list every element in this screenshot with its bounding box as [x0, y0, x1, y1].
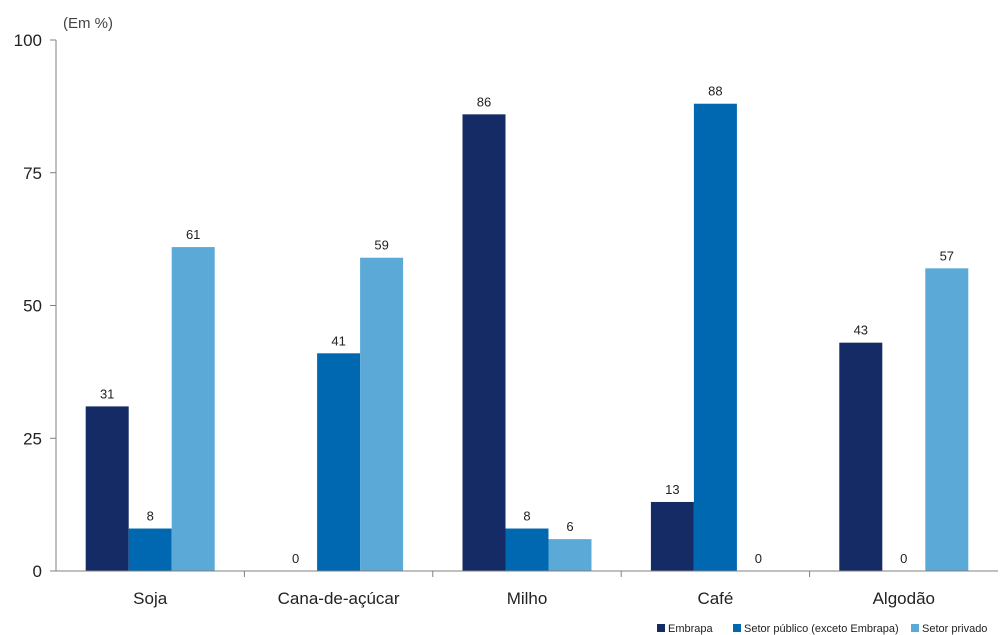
bar — [839, 342, 883, 571]
bar — [360, 257, 404, 571]
data-label: 0 — [900, 551, 907, 566]
data-label: 0 — [755, 551, 762, 566]
y-tick-label: 25 — [23, 429, 42, 448]
bar — [925, 268, 969, 571]
legend-label: Setor privado — [922, 623, 987, 635]
y-axis: 0 25 50 75 100 — [14, 31, 57, 581]
x-axis: Soja Cana-de-açúcar Milho Café Algodão — [56, 570, 998, 608]
x-category-label: Soja — [133, 589, 168, 608]
legend: Embrapa Setor público (exceto Embrapa) Set… — [657, 623, 987, 635]
data-label: 8 — [523, 509, 530, 524]
data-label: 6 — [566, 519, 573, 534]
bar — [693, 103, 737, 571]
bar — [171, 247, 215, 571]
legend-label: Embrapa — [668, 623, 714, 635]
bar — [548, 539, 592, 571]
data-label: 57 — [940, 248, 954, 263]
legend-label: Setor público (exceto Embrapa) — [744, 623, 899, 635]
bar — [505, 528, 549, 571]
y-tick-label: 100 — [14, 31, 42, 50]
data-label: 59 — [374, 238, 388, 253]
data-label: 31 — [100, 386, 114, 401]
y-tick-label: 50 — [23, 297, 42, 316]
data-label: 61 — [186, 227, 200, 242]
data-label: 8 — [147, 509, 154, 524]
x-category-label: Milho — [507, 589, 548, 608]
data-label: 0 — [292, 551, 299, 566]
data-label: 13 — [665, 482, 679, 497]
bar — [317, 353, 361, 571]
bar — [85, 406, 129, 571]
x-category-label: Cana-de-açúcar — [278, 589, 400, 608]
legend-swatch — [657, 624, 665, 632]
unit-label: (Em %) — [63, 15, 113, 32]
data-label: 43 — [854, 323, 868, 338]
legend-swatch — [733, 624, 741, 632]
legend-swatch — [911, 624, 919, 632]
y-tick-label: 75 — [23, 164, 42, 183]
data-label: 41 — [331, 333, 345, 348]
bar — [462, 114, 506, 571]
data-label: 86 — [477, 94, 491, 109]
bar — [650, 501, 694, 571]
bar — [128, 528, 172, 571]
x-category-label: Café — [697, 589, 733, 608]
x-category-label: Algodão — [873, 589, 935, 608]
y-tick-label: 0 — [33, 562, 42, 581]
data-label: 88 — [708, 84, 722, 99]
